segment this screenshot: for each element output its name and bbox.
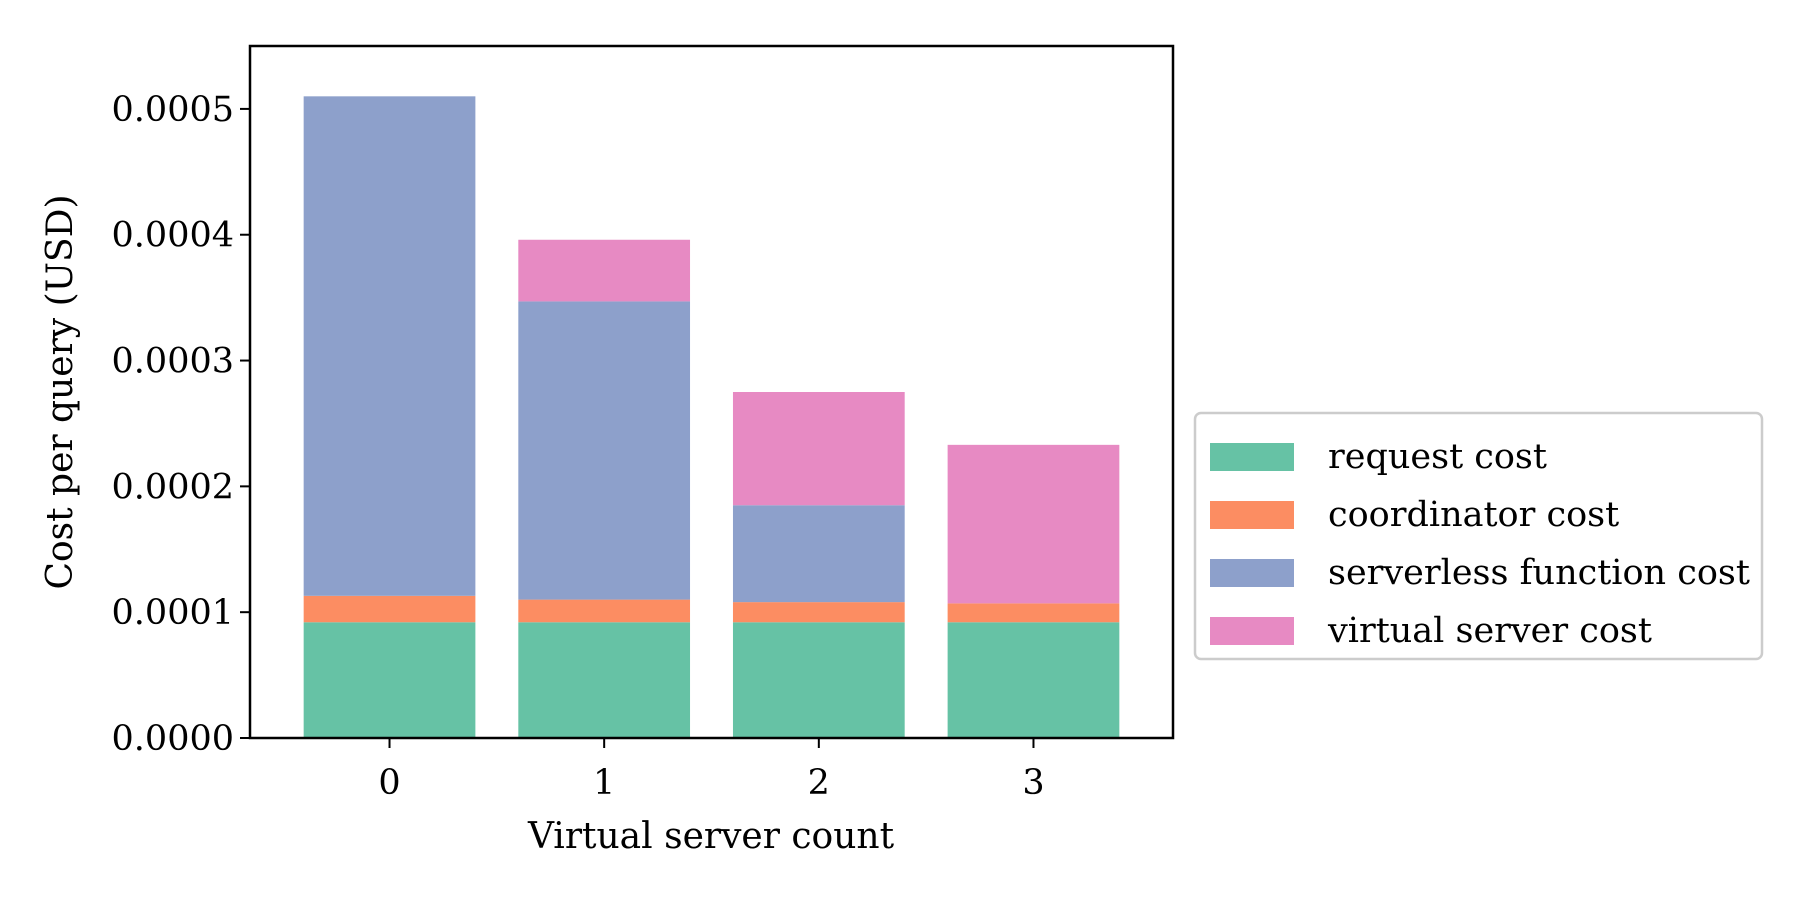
legend-label: request cost	[1328, 437, 1547, 477]
bar-1-series-2	[518, 301, 691, 600]
x-tick-label: 0	[378, 763, 400, 803]
bar-1-series-1	[518, 599, 691, 623]
x-tick-label: 3	[1022, 763, 1044, 803]
bar-3-series-1	[947, 603, 1120, 623]
y-tick-label: 0.0003	[112, 342, 234, 382]
bar-0-series-0	[303, 622, 476, 738]
y-tick-label: 0.0002	[112, 467, 234, 507]
bar-2-series-1	[732, 602, 905, 623]
y-tick-label: 0.0005	[112, 90, 234, 130]
y-tick-label: 0.0001	[112, 593, 234, 633]
bars-layer	[303, 96, 1120, 738]
bar-2-series-3	[732, 392, 905, 506]
y-axis-title: Cost per query (USD)	[40, 194, 81, 589]
bar-3-series-0	[947, 622, 1120, 738]
bar-3-series-3	[947, 444, 1120, 604]
legend-swatch	[1210, 559, 1294, 587]
bar-0-series-1	[303, 595, 476, 623]
x-axis: 0 1 2 3	[378, 738, 1045, 803]
x-tick-label: 2	[808, 763, 830, 803]
y-tick-label: 0.0000	[112, 719, 234, 759]
legend-label: coordinator cost	[1328, 495, 1619, 535]
legend-swatch	[1210, 443, 1294, 471]
bar-1-series-3	[518, 239, 691, 302]
y-axis: 0.0000 0.0001 0.0002 0.0003 0.0004 0.0005	[112, 90, 250, 759]
plot-frame	[248, 44, 1175, 740]
bar-2-series-2	[732, 505, 905, 603]
y-tick-label: 0.0004	[112, 216, 234, 256]
bar-2-series-0	[732, 622, 905, 738]
legend-label: serverless function cost	[1328, 553, 1750, 593]
x-tick-label: 1	[593, 763, 615, 803]
bar-1-series-0	[518, 622, 691, 738]
legend-label: virtual server cost	[1327, 611, 1652, 651]
legend: request cost coordinator cost serverless f…	[1193, 411, 1764, 661]
x-axis-title: Virtual server count	[527, 816, 895, 857]
legend-frame	[1193, 411, 1764, 661]
legend-swatch	[1210, 501, 1294, 529]
bar-0-series-2	[303, 96, 476, 596]
legend-swatch	[1210, 617, 1294, 645]
